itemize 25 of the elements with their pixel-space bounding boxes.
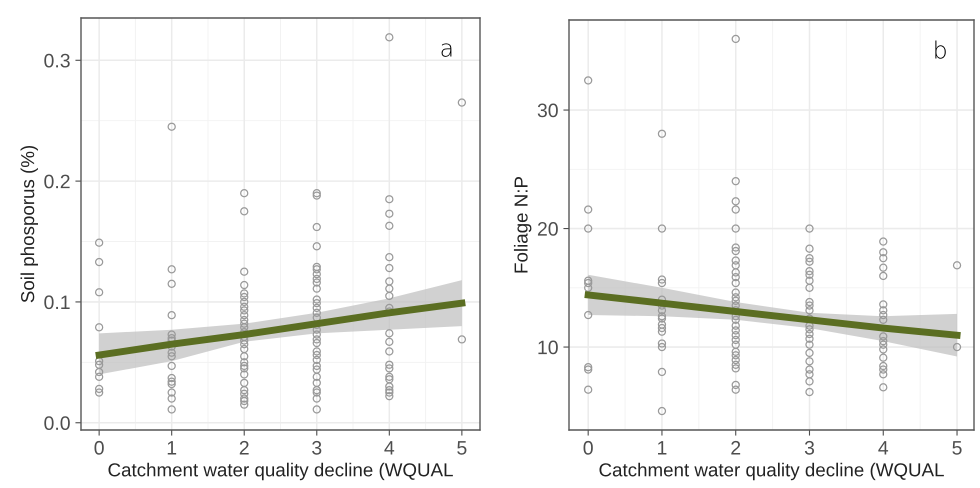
x-tick-label: 0 — [94, 440, 104, 455]
x-tick-label: 1 — [658, 441, 666, 455]
x-tick-label: 2 — [731, 440, 740, 455]
y-tick-label: 30 — [538, 104, 558, 118]
x-tick-label: 3 — [312, 440, 322, 455]
x-tick-label: 4 — [878, 441, 888, 455]
y-axis-title: Foliage N:P — [514, 177, 532, 272]
x-axis-title: Catchment water quality decline (WQUAL — [599, 462, 944, 480]
x-tick-label: 4 — [384, 441, 394, 455]
annotation: a — [442, 43, 452, 57]
x-tick-label: 5 — [952, 441, 962, 455]
x-axis-title: Catchment water quality decline (WQUAL — [108, 462, 453, 480]
y-tick-label: 0.2 — [44, 174, 70, 188]
y-tick-label: 0.0 — [44, 416, 70, 430]
y-axis-title: Soil phosporus (%) — [20, 146, 38, 302]
x-tick-label: 2 — [240, 440, 249, 455]
y-tick-label: 10 — [538, 340, 558, 354]
y-tick-label: 0.1 — [44, 295, 70, 310]
x-tick-label: 1 — [168, 441, 176, 455]
y-tick-label: 0.3 — [44, 54, 70, 68]
x-tick-label: 0 — [584, 440, 593, 455]
x-tick-label: 5 — [457, 441, 466, 455]
y-tick-label: 20 — [538, 222, 558, 236]
x-tick-label: 3 — [804, 440, 814, 455]
annotation: b — [935, 40, 946, 59]
